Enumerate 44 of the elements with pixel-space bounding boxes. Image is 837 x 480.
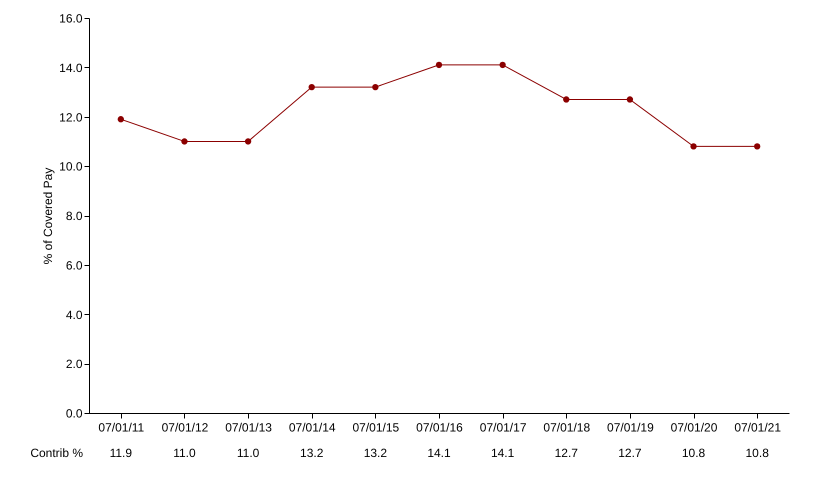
data-label: 12.7 <box>554 446 578 460</box>
point <box>308 84 315 90</box>
x-tick-label: 07/01/12 <box>162 420 209 434</box>
x-tick-label: 07/01/20 <box>670 420 718 434</box>
text: Contrib % <box>30 446 84 460</box>
data-label: 10.8 <box>746 446 770 460</box>
data-label: 11.0 <box>236 446 260 460</box>
y-tick-label: 0.0 <box>66 406 83 420</box>
x-tick-label: 07/01/18 <box>543 420 590 434</box>
data-label: 13.2 <box>300 446 324 460</box>
x-tick-label: 07/01/13 <box>225 420 272 434</box>
y-tick-label: 10.0 <box>59 160 83 174</box>
y-tick-label: 4.0 <box>66 308 83 322</box>
point <box>372 84 379 90</box>
data-label: 10.8 <box>682 446 706 460</box>
data-label: 13.2 <box>364 446 388 460</box>
point <box>244 138 252 145</box>
x-tick-label: 07/01/15 <box>352 420 400 434</box>
x-tick-label: 07/01/14 <box>288 420 336 434</box>
point <box>499 62 506 68</box>
data-label: 14.1 <box>427 446 451 460</box>
data-label: 11.9 <box>110 446 132 460</box>
point <box>563 96 570 103</box>
y-tick-label: 14.0 <box>59 60 83 75</box>
data-label: 14.1 <box>490 446 515 460</box>
y-tick-label: 2.0 <box>66 357 83 372</box>
x-tick-label: 07/01/21 <box>734 420 782 434</box>
point <box>754 143 760 150</box>
point <box>118 116 124 122</box>
y-axis-title: % of Covered Pay <box>41 168 56 264</box>
point <box>690 143 697 150</box>
x-tick-label: 07/01/16 <box>416 420 464 434</box>
data-label: 12.7 <box>618 446 642 460</box>
y-tick-label: 16.0 <box>59 12 83 26</box>
data-label: 11.0 <box>173 446 196 460</box>
y-tick-label: 12.0 <box>59 110 83 124</box>
y-tick-label: 8.0 <box>66 209 83 223</box>
x-tick-label: 07/01/19 <box>607 420 654 434</box>
point <box>181 138 188 145</box>
x-tick-label: 07/01/11 <box>98 420 145 434</box>
x-tick-label: 07/01/17 <box>480 420 527 434</box>
point <box>436 62 442 68</box>
y-tick-label: 6.0 <box>66 258 83 272</box>
point <box>626 96 634 103</box>
